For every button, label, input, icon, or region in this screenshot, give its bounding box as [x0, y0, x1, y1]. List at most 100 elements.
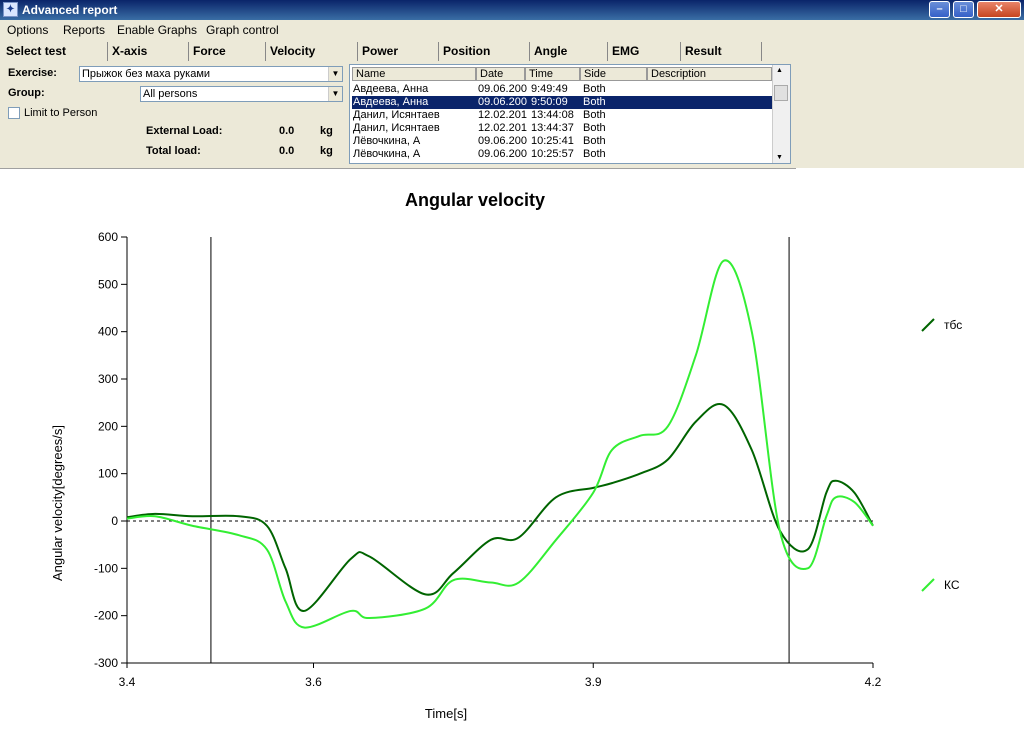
list-cell-date: 09.06.200: [478, 148, 527, 160]
menu-reports[interactable]: Reports: [63, 23, 106, 37]
list-item[interactable]: Лёвочкина, А 09.06.200 10:25:41 Both: [352, 135, 773, 148]
list-cell-name: Авдеева, Анна: [353, 83, 429, 95]
menu-enable-graphs[interactable]: Enable Graphs: [117, 23, 198, 37]
title-bar: ✦ Advanced report – □ ✕: [0, 0, 1024, 20]
x-tick-label: 4.2: [865, 675, 882, 689]
x-tick-label: 3.9: [585, 675, 602, 689]
list-cell-side: Both: [583, 109, 606, 121]
chevron-down-icon[interactable]: ▼: [328, 67, 342, 81]
limit-to-person-label: Limit to Person: [24, 107, 98, 119]
group-value: All persons: [143, 88, 198, 100]
minimize-button[interactable]: –: [929, 1, 950, 18]
maximize-button[interactable]: □: [953, 1, 974, 18]
list-cell-name: Лёвочкина, А: [353, 135, 421, 147]
chart-title: Angular velocity: [405, 190, 545, 210]
y-tick-label: 400: [98, 325, 118, 339]
list-cell-side: Both: [583, 96, 606, 108]
y-tick-label: -300: [94, 656, 118, 670]
menu-graph-control[interactable]: Graph control: [206, 23, 279, 37]
list-item[interactable]: Авдеева, Анна 09.06.200 9:49:49 Both: [352, 83, 773, 96]
list-item[interactable]: Лёвочкина, А 09.06.200 10:25:57 Both: [352, 148, 773, 161]
list-cell-time: 10:25:41: [531, 135, 574, 147]
column-header-time[interactable]: Time: [525, 67, 580, 81]
x-axis-label: Time[s]: [425, 706, 467, 721]
chevron-down-icon[interactable]: ▼: [328, 87, 342, 101]
window-title: Advanced report: [22, 3, 118, 17]
tab-result[interactable]: Result: [681, 42, 762, 61]
exercise-value: Прыжок без маха руками: [82, 68, 211, 80]
y-tick-label: -200: [94, 609, 118, 623]
legend-label: тбс: [944, 318, 962, 332]
close-button[interactable]: ✕: [977, 1, 1021, 18]
y-tick-label: 600: [98, 230, 118, 244]
tab-angle[interactable]: Angle: [530, 42, 608, 61]
menu-options[interactable]: Options: [7, 23, 49, 37]
list-item[interactable]: Авдеева, Анна 09.06.200 9:50:09 Both: [352, 96, 773, 109]
external-load-value: 0.0: [279, 125, 295, 137]
column-header-description[interactable]: Description: [647, 67, 772, 81]
external-load-label: External Load:: [146, 125, 223, 137]
list-cell-date: 09.06.200: [478, 83, 527, 95]
list-cell-side: Both: [583, 135, 606, 147]
y-tick-label: 0: [111, 514, 118, 528]
list-cell-time: 9:49:49: [531, 83, 568, 95]
list-cell-name: Данил, Исянтаев: [353, 109, 440, 121]
y-tick-label: 500: [98, 277, 118, 291]
exercise-label: Exercise:: [8, 67, 57, 79]
y-tick-label: 200: [98, 419, 118, 433]
scroll-thumb[interactable]: [774, 85, 788, 101]
group-label: Group:: [8, 87, 45, 99]
total-load-unit: kg: [320, 145, 333, 157]
tab-x-axis[interactable]: X-axis: [108, 42, 189, 61]
tab-position[interactable]: Position: [439, 42, 530, 61]
series-line-1: [126, 403, 874, 612]
angular-velocity-chart: Angular velocity Angular velocity[degree…: [50, 190, 962, 721]
list-cell-time: 13:44:08: [531, 109, 574, 121]
list-item[interactable]: Данил, Исянтаев 12.02.201 13:44:37 Both: [352, 122, 773, 135]
column-header-name[interactable]: Name: [352, 67, 476, 81]
list-cell-date: 12.02.201: [478, 109, 527, 121]
column-header-date[interactable]: Date: [476, 67, 525, 81]
app-icon: ✦: [3, 2, 18, 17]
total-load-value: 0.0: [279, 145, 295, 157]
tab-strip: Select test X-axis Force Velocity Power …: [0, 42, 796, 62]
y-axis-label: Angular velocity[degrees/s]: [50, 425, 65, 581]
list-cell-name: Лёвочкина, А: [353, 148, 421, 160]
exercise-select[interactable]: Прыжок без маха руками ▼: [79, 66, 343, 82]
tab-velocity[interactable]: Velocity: [266, 42, 358, 61]
list-cell-time: 13:44:37: [531, 122, 574, 134]
list-scrollbar[interactable]: ▲ ▼: [772, 65, 790, 163]
limit-to-person-checkbox[interactable]: [8, 107, 20, 119]
tab-force[interactable]: Force: [189, 42, 266, 61]
legend-swatch: [921, 318, 935, 332]
tab-power[interactable]: Power: [358, 42, 439, 61]
tab-emg[interactable]: EMG: [608, 42, 681, 61]
total-load-label: Total load:: [146, 145, 201, 157]
list-cell-name: Данил, Исянтаев: [353, 122, 440, 134]
y-tick-label: -100: [94, 561, 118, 575]
list-cell-date: 12.02.201: [478, 122, 527, 134]
x-tick-label: 3.6: [305, 675, 322, 689]
list-cell-side: Both: [583, 122, 606, 134]
test-list[interactable]: Name Date Time Side Description Авдеева,…: [349, 64, 791, 164]
external-load-unit: kg: [320, 125, 333, 137]
group-select[interactable]: All persons ▼: [140, 86, 343, 102]
legend-swatch: [921, 578, 935, 592]
list-cell-side: Both: [583, 83, 606, 95]
list-cell-date: 09.06.200: [478, 96, 527, 108]
column-header-side[interactable]: Side: [580, 67, 647, 81]
list-cell-date: 09.06.200: [478, 135, 527, 147]
list-cell-side: Both: [583, 148, 606, 160]
list-cell-name: Авдеева, Анна: [353, 96, 429, 108]
legend-label: КС: [944, 578, 960, 592]
y-tick-label: 100: [98, 467, 118, 481]
y-tick-label: 300: [98, 372, 118, 386]
list-item[interactable]: Данил, Исянтаев 12.02.201 13:44:08 Both: [352, 109, 773, 122]
scroll-up-icon[interactable]: ▲: [776, 67, 783, 74]
x-tick-label: 3.4: [119, 675, 136, 689]
tab-select-test[interactable]: Select test: [2, 42, 108, 61]
scroll-down-icon[interactable]: ▼: [776, 154, 783, 161]
series-line-2: [126, 259, 874, 629]
list-cell-time: 10:25:57: [531, 148, 574, 160]
menu-bar: Options Reports Enable Graphs Graph cont…: [0, 20, 1024, 40]
